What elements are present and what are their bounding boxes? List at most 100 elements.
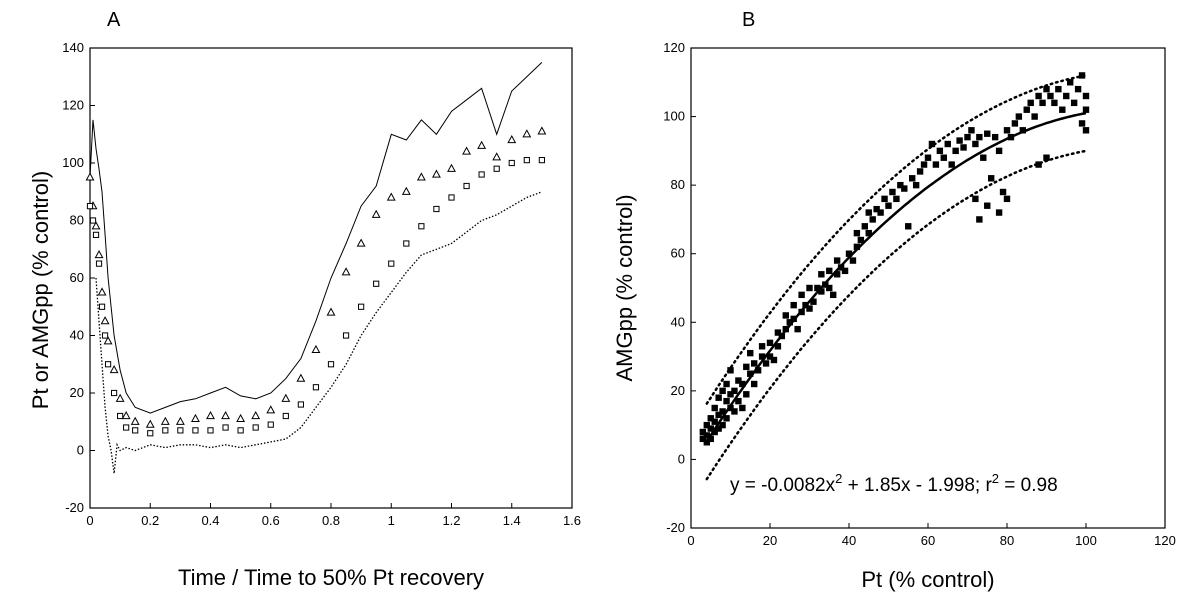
- panel-b-data-point: [1055, 85, 1062, 93]
- panel-a-x-tick-label: 0.6: [262, 513, 280, 528]
- panel-b-data-point: [916, 168, 924, 175]
- panel-a-square-marker: [192, 427, 199, 434]
- panel-b-data-point: [731, 408, 738, 415]
- panel-b-data-point: [936, 147, 944, 155]
- panel-a-square-marker: [312, 384, 320, 391]
- panel-b-data-point: [703, 439, 710, 446]
- panel-b-data-point: [711, 428, 718, 436]
- panel-a-triangle-marker: [266, 405, 276, 414]
- panel-a-square-marker: [327, 361, 335, 368]
- panel-a-triangle-marker: [522, 129, 532, 138]
- panel-b-data-point: [995, 209, 1003, 216]
- panel-a-series-dotted-line: [95, 191, 543, 474]
- panel-b-data-point: [1043, 85, 1050, 93]
- panel-a-square-marker: [493, 165, 500, 172]
- panel-b-data-point: [766, 353, 774, 360]
- panel-b-data-point: [727, 391, 734, 398]
- panel-b-data-point: [885, 202, 892, 209]
- panel-b-upper-band: [705, 74, 1088, 405]
- panel-a-triangle-marker: [416, 172, 426, 181]
- panel-a-square-marker: [86, 203, 94, 210]
- panel-b-data-point: [770, 356, 778, 364]
- panel-b-x-ticks: 0 20 40 60 80 100 120: [687, 523, 1176, 548]
- panel-b-fit-curve: [705, 111, 1087, 443]
- panel-b-data-point: [1078, 120, 1086, 127]
- panel-b-data-point: [960, 144, 967, 151]
- panel-b-data-point: [1078, 72, 1086, 79]
- panel-b-y-tick-label: 120: [663, 40, 685, 55]
- panel-a-triangle-marker: [91, 221, 101, 230]
- panel-a-square-marker: [237, 427, 244, 434]
- panel-a-y-tick-label: 120: [62, 98, 84, 113]
- panel-b-data-point: [727, 367, 734, 374]
- panel-a-square-marker: [162, 427, 169, 434]
- panel-a-triangle-marker: [121, 410, 131, 420]
- panel-b-x-tick-label: 100: [1075, 533, 1097, 548]
- panel-b-data-point: [1047, 92, 1054, 100]
- panel-b-data-point: [830, 291, 837, 299]
- panel-b-data-point: [1011, 120, 1019, 127]
- panel-a-x-tick-label: 1: [388, 513, 395, 528]
- panel-a-label: A: [107, 9, 121, 31]
- panel-b-data-point: [758, 343, 766, 350]
- panel-b-data-point: [818, 288, 825, 295]
- panel-b-y-tick-label: 80: [671, 177, 685, 192]
- panel-a-x-axis-label: Time / Time to 50% Pt recovery: [178, 565, 484, 590]
- panel-a-y-tick-label: 0: [77, 443, 84, 458]
- panel-a-y-tick-label: 60: [70, 270, 84, 285]
- panel-b-data-point: [747, 349, 754, 357]
- panel-b-data-point: [723, 397, 730, 405]
- panel-b-data-point: [984, 202, 991, 209]
- panel-b-data-point: [976, 133, 983, 141]
- panel-b-data-point: [976, 216, 983, 223]
- panel-a-square-marker: [101, 332, 109, 339]
- panel-b-data-point: [964, 133, 971, 141]
- panel-b-data-point: [739, 380, 746, 388]
- panel-b-data-point: [719, 421, 726, 429]
- panel-b-x-axis-label: Pt (% control): [861, 567, 994, 592]
- panel-b-data-point: [948, 161, 955, 168]
- panel-a-square-marker: [297, 401, 304, 408]
- panel-b-data-point: [861, 223, 868, 230]
- panel-a-triangle-marker: [221, 410, 231, 420]
- panel-b-data-point: [1027, 99, 1034, 107]
- panel-b-data-point: [1063, 92, 1070, 100]
- panel-b-data-point: [707, 425, 714, 432]
- panel-b-data-point: [1003, 127, 1011, 134]
- panel-b-data-point: [707, 415, 714, 422]
- panel-b-y-tick-label: 100: [663, 109, 685, 124]
- panel-b-data-point: [723, 380, 730, 388]
- panel-b-data-point: [1019, 127, 1026, 134]
- panel-b-y-tick-label: 60: [671, 246, 685, 261]
- panel-b-data-point: [715, 411, 722, 419]
- panel-b-data-point: [806, 305, 813, 312]
- panel-b-data-point: [711, 418, 718, 425]
- eq-part-3: = 0.98: [999, 475, 1058, 496]
- panel-b-data-point: [944, 140, 951, 148]
- panel-b-data-point: [924, 154, 932, 161]
- panel-b-data-point: [743, 363, 750, 371]
- panel-a-triangle-marker: [160, 416, 170, 425]
- panel-a-square-marker: [538, 157, 545, 164]
- panel-a-triangle-marker: [130, 416, 140, 425]
- panel-b-y-tick-label: -20: [666, 520, 685, 535]
- panel-b-data-point: [1035, 92, 1042, 100]
- panel-a-y-tick-label: 100: [62, 155, 84, 170]
- panel-a: A 0 0.2 0.4 0.6 0.8 1 1.2 1.4 1.6 -2002040608010…: [28, 9, 581, 590]
- panel-b-data-point: [865, 209, 872, 216]
- panel-a-square-marker: [104, 361, 112, 368]
- panel-b-data-point: [758, 353, 766, 360]
- panel-a-triangle-marker: [175, 416, 185, 425]
- panel-b-data-point: [865, 229, 872, 237]
- panel-b-data-point: [751, 380, 758, 388]
- panel-b-data-point: [1023, 106, 1030, 113]
- panel-b-data-point: [940, 154, 947, 161]
- panel-b-data-point: [920, 161, 928, 168]
- panel-a-square-marker: [92, 231, 100, 238]
- panel-b-data-point: [826, 267, 833, 275]
- panel-a-square-marker: [448, 194, 455, 201]
- panel-a-triangle-marker: [251, 410, 261, 420]
- panel-b-data-point: [972, 140, 979, 148]
- panel-b-data-point: [735, 397, 742, 405]
